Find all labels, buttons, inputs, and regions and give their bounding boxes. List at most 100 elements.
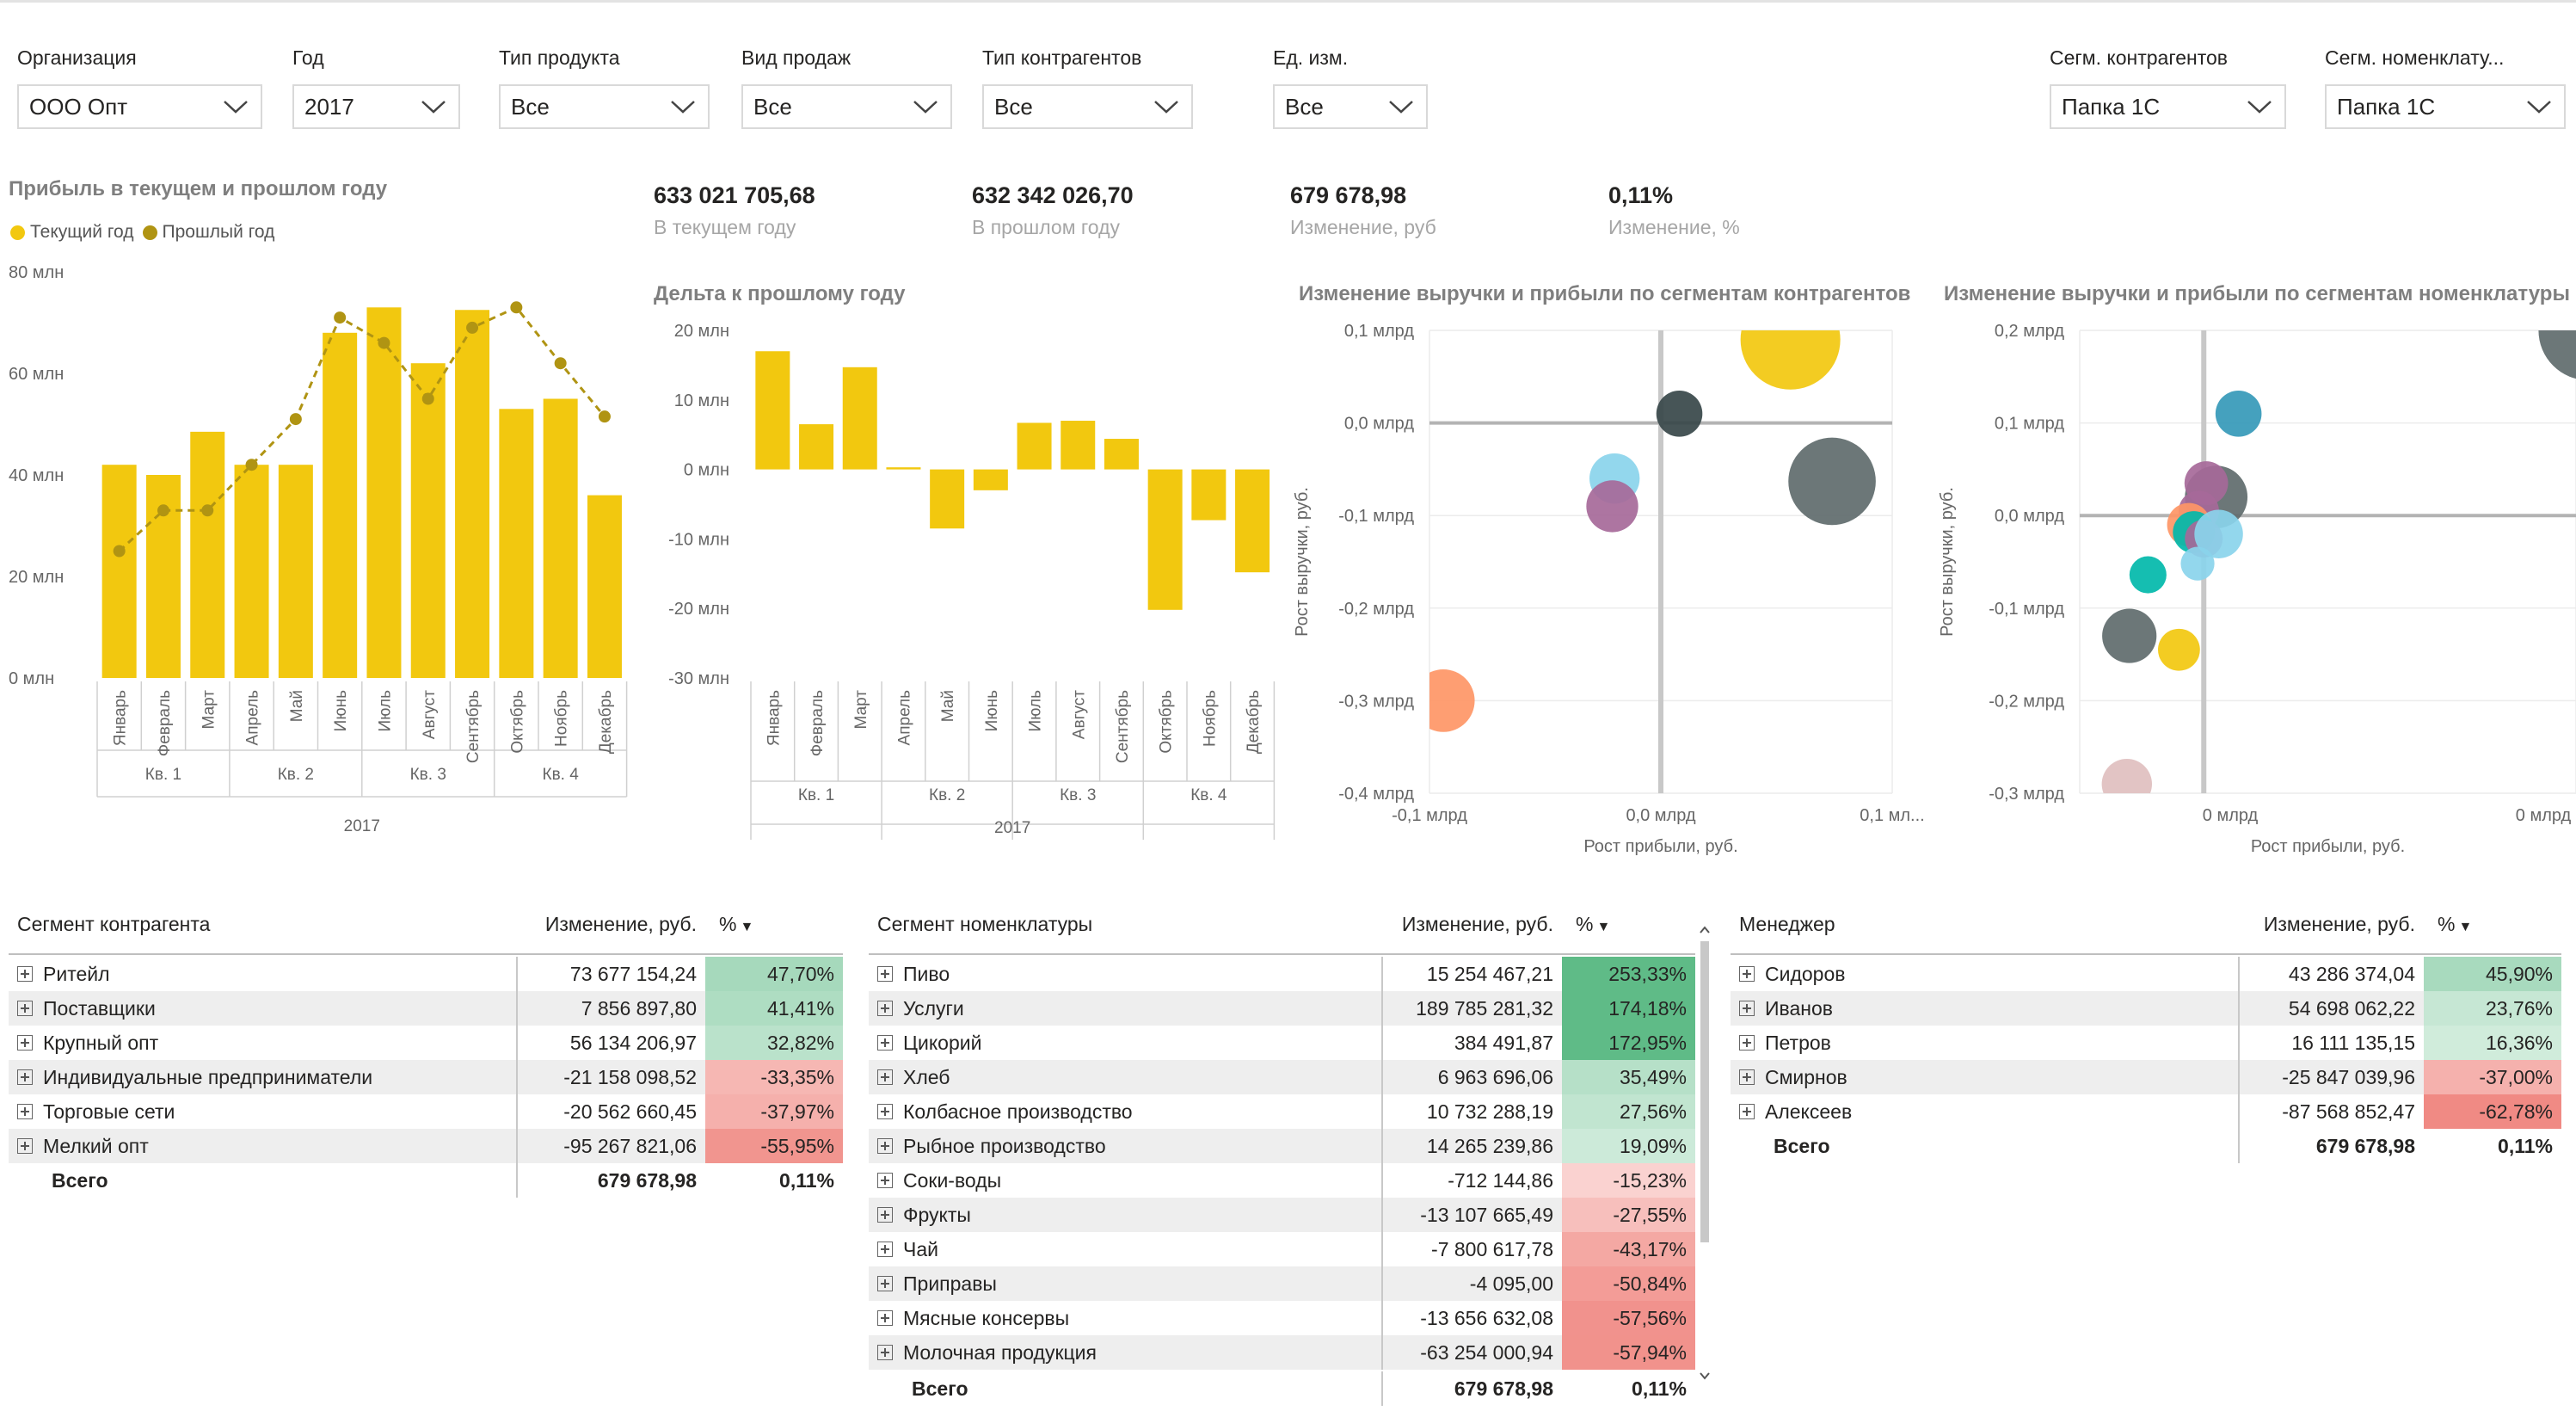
bar-delta[interactable]: [1235, 469, 1270, 573]
column-header-pct[interactable]: % ▼: [2424, 913, 2561, 936]
expand-plus-icon[interactable]: [1739, 966, 1755, 982]
column-header-name[interactable]: Менеджер: [1739, 912, 1835, 935]
filter-dropdown[interactable]: Все: [982, 84, 1193, 129]
bar-current-year[interactable]: [410, 363, 446, 678]
bubble[interactable]: [1788, 437, 1876, 526]
column-header-pct[interactable]: % ▼: [705, 913, 843, 936]
expand-plus-icon[interactable]: [1739, 1001, 1755, 1016]
bubble[interactable]: [2215, 391, 2262, 437]
expand-plus-icon[interactable]: [877, 1310, 893, 1326]
bubble[interactable]: [1586, 480, 1638, 533]
bar-delta[interactable]: [930, 469, 965, 529]
bar-current-year[interactable]: [587, 495, 622, 678]
expand-plus-icon[interactable]: [877, 1242, 893, 1257]
table-row[interactable]: Мясные консервы -13 656 632,08 -57,56%: [869, 1301, 1695, 1335]
point-previous-year[interactable]: [289, 413, 302, 426]
filter-dropdown[interactable]: Все: [499, 84, 710, 129]
table-row[interactable]: Рыбное производство 14 265 239,86 19,09%: [869, 1129, 1695, 1163]
bar-delta[interactable]: [842, 367, 877, 470]
column-header-change[interactable]: Изменение, руб.: [1401, 912, 1553, 935]
expand-plus-icon[interactable]: [877, 1001, 893, 1016]
bar-delta[interactable]: [1017, 422, 1052, 470]
bar-current-year[interactable]: [499, 409, 534, 678]
point-previous-year[interactable]: [466, 321, 479, 334]
table-row[interactable]: Ритейл 73 677 154,24 47,70%: [9, 957, 843, 991]
column-header-change[interactable]: Изменение, руб.: [544, 912, 697, 935]
filter-dropdown[interactable]: Все: [741, 84, 952, 129]
point-previous-year[interactable]: [554, 357, 567, 370]
table-row[interactable]: Торговые сети -20 562 660,45 -37,97%: [9, 1094, 843, 1129]
table-row[interactable]: Чай -7 800 617,78 -43,17%: [869, 1232, 1695, 1266]
bubble[interactable]: [1656, 391, 1703, 437]
table-row[interactable]: Иванов 54 698 062,22 23,76%: [1731, 991, 2561, 1026]
bar-delta[interactable]: [1104, 439, 1139, 470]
table-row[interactable]: Смирнов -25 847 039,96 -37,00%: [1731, 1060, 2561, 1094]
table-row[interactable]: Цикорий 384 491,87 172,95%: [869, 1026, 1695, 1060]
bar-delta[interactable]: [755, 351, 790, 470]
filter-dropdown[interactable]: 2017: [292, 84, 460, 129]
point-previous-year[interactable]: [245, 459, 258, 471]
table-row[interactable]: Фрукты -13 107 665,49 -27,55%: [869, 1198, 1695, 1232]
scroll-thumb[interactable]: [1700, 941, 1709, 1242]
table-row[interactable]: Соки-воды -712 144,86 -15,23%: [869, 1163, 1695, 1198]
table-row[interactable]: Колбасное производство 10 732 288,19 27,56…: [869, 1094, 1695, 1129]
expand-plus-icon[interactable]: [877, 1276, 893, 1291]
expand-plus-icon[interactable]: [877, 966, 893, 982]
bubble[interactable]: [2158, 628, 2200, 671]
bar-current-year[interactable]: [455, 310, 490, 678]
expand-plus-icon[interactable]: [877, 1207, 893, 1223]
table-row[interactable]: Молочная продукция -63 254 000,94 -57,94%: [869, 1335, 1695, 1370]
sort-desc-icon[interactable]: ▼: [1596, 919, 1611, 934]
expand-plus-icon[interactable]: [1739, 1035, 1755, 1051]
point-previous-year[interactable]: [157, 504, 169, 517]
expand-plus-icon[interactable]: [17, 1104, 33, 1119]
bubble[interactable]: [2538, 310, 2576, 380]
filter-dropdown[interactable]: Папка 1С: [2325, 84, 2566, 129]
bubble[interactable]: [1412, 669, 1475, 732]
point-previous-year[interactable]: [378, 336, 390, 349]
bar-current-year[interactable]: [101, 465, 137, 678]
bubble[interactable]: [2194, 509, 2243, 558]
bar-delta[interactable]: [1061, 421, 1096, 470]
table-row[interactable]: Хлеб 6 963 696,06 35,49%: [869, 1060, 1695, 1094]
table-row[interactable]: Петров 16 111 135,15 16,36%: [1731, 1026, 2561, 1060]
column-header-name[interactable]: Сегмент контрагента: [17, 912, 211, 935]
scatter-nomenclature-chart[interactable]: 0,2 млрд 0,1 млрд 0,0 млрд -0,1 млрд -0,2 мл…: [1935, 310, 2576, 860]
point-previous-year[interactable]: [598, 410, 611, 423]
expand-plus-icon[interactable]: [17, 1035, 33, 1051]
scatter-contragents-chart[interactable]: 0,1 млрд 0,0 млрд -0,1 млрд -0,2 млрд -0,3 м…: [1290, 310, 1935, 860]
sort-desc-icon[interactable]: ▼: [740, 919, 754, 934]
bar-delta[interactable]: [886, 467, 921, 470]
filter-dropdown[interactable]: Папка 1С: [2050, 84, 2286, 129]
sort-desc-icon[interactable]: ▼: [2458, 919, 2473, 934]
expand-plus-icon[interactable]: [877, 1345, 893, 1360]
bubble[interactable]: [2102, 608, 2157, 663]
expand-plus-icon[interactable]: [877, 1035, 893, 1051]
column-header-name[interactable]: Сегмент номенклатуры: [877, 912, 1093, 935]
point-previous-year[interactable]: [510, 301, 523, 314]
bar-current-year[interactable]: [543, 398, 578, 679]
table-row[interactable]: Поставщики 7 856 897,80 41,41%: [9, 991, 843, 1026]
column-header-change[interactable]: Изменение, руб.: [2263, 912, 2415, 935]
bubble[interactable]: [1740, 310, 1841, 390]
filter-dropdown[interactable]: ООО Опт: [17, 84, 262, 129]
bar-delta[interactable]: [973, 469, 1008, 490]
expand-plus-icon[interactable]: [17, 966, 33, 982]
bar-current-year[interactable]: [234, 465, 269, 678]
scroll-down-icon[interactable]: [1700, 1372, 1710, 1380]
bar-delta[interactable]: [1191, 469, 1227, 521]
filter-dropdown[interactable]: Все: [1273, 84, 1428, 129]
point-previous-year[interactable]: [113, 545, 126, 558]
bar-current-year[interactable]: [366, 307, 402, 678]
expand-plus-icon[interactable]: [1739, 1104, 1755, 1119]
expand-plus-icon[interactable]: [1739, 1069, 1755, 1085]
expand-plus-icon[interactable]: [877, 1173, 893, 1188]
point-previous-year[interactable]: [201, 504, 214, 517]
point-previous-year[interactable]: [334, 311, 347, 324]
scroll-up-icon[interactable]: [1700, 926, 1710, 933]
expand-plus-icon[interactable]: [17, 1069, 33, 1085]
table-row[interactable]: Сидоров 43 286 374,04 45,90%: [1731, 957, 2561, 991]
bar-current-year[interactable]: [323, 332, 358, 678]
expand-plus-icon[interactable]: [877, 1069, 893, 1085]
expand-plus-icon[interactable]: [17, 1001, 33, 1016]
